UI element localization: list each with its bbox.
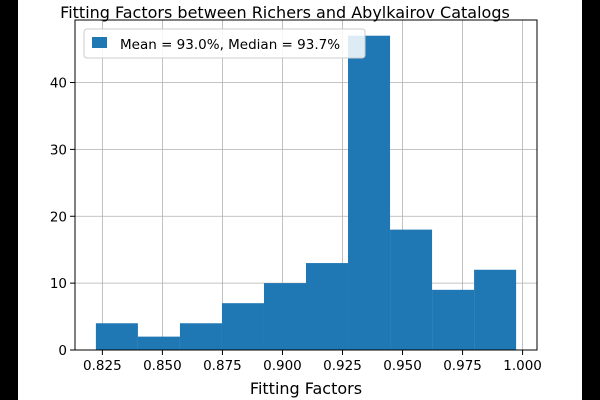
histogram-chart: Fitting Factors between Richers and Abyl… [50,3,542,398]
y-tick-label: 20 [50,209,67,225]
histogram-bar [306,263,349,350]
y-tick-label: 40 [50,76,67,92]
legend-label: Mean = 93.0%, Median = 93.7% [120,37,340,53]
legend-box [83,28,366,59]
legend-swatch [92,37,107,48]
chart-title: Fitting Factors between Richers and Abyl… [60,3,510,22]
histogram-bar [263,283,306,350]
histogram-bar [432,289,475,350]
x-tick-label: 0.825 [83,358,122,374]
legend: Mean = 93.0%, Median = 93.7% [83,28,366,59]
y-tick-label: 0 [58,343,67,359]
histogram-bar [474,269,517,350]
histogram-bar [137,336,180,350]
histogram-bar [348,35,391,350]
histogram-bar [179,323,222,350]
figure-canvas: Fitting Factors between Richers and Abyl… [18,0,582,400]
y-tick-label: 30 [50,142,67,158]
x-tick-label: 0.850 [143,358,182,374]
x-tick-label: 1.000 [503,358,542,374]
x-tick-label: 0.925 [323,358,362,374]
x-tick-label: 0.900 [263,358,302,374]
histogram-bars [95,35,517,350]
y-tick-label: 10 [50,276,67,292]
x-tick-label: 0.975 [443,358,482,374]
histogram-bar [390,229,433,350]
plot-frame [74,19,538,351]
x-tick-label: 0.875 [203,358,242,374]
x-axis-label: Fitting Factors [250,379,362,398]
y-axis-ticks: 0 10 20 30 40 [50,76,75,359]
x-tick-label: 0.950 [383,358,422,374]
histogram-bar [221,303,264,350]
x-axis-ticks: 0.825 0.850 0.875 0.900 0.925 0.950 0.975 1.000 [83,350,542,374]
histogram-bar [95,323,138,350]
